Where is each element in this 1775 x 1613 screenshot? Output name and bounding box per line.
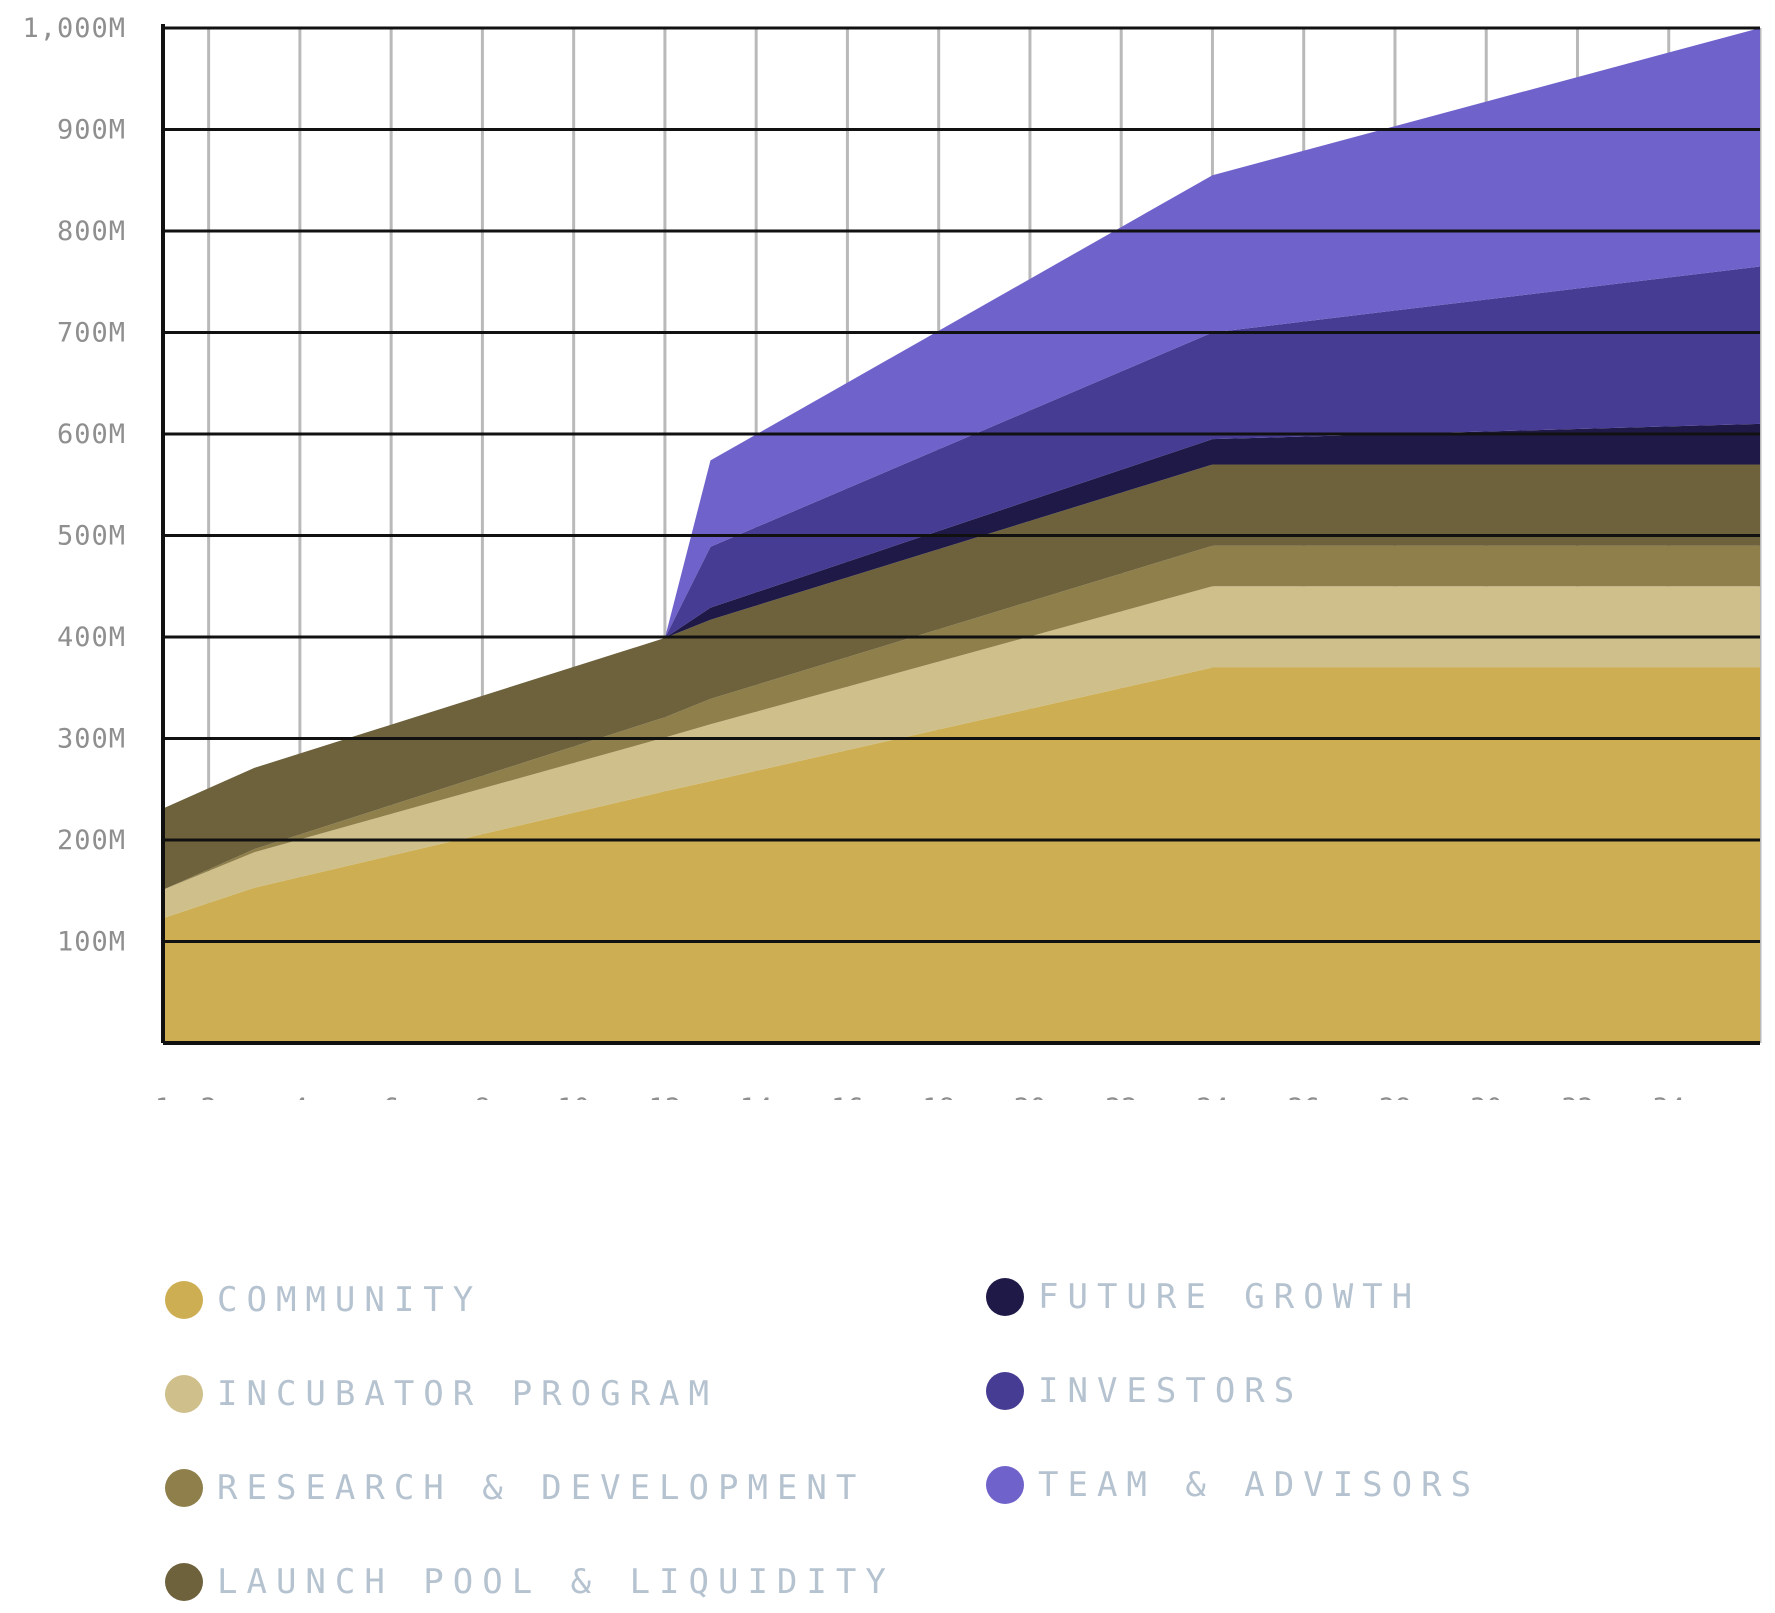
legend-item-future-growth: FUTURE GROWTH bbox=[986, 1277, 1421, 1317]
x-tick-label: 1 bbox=[155, 1093, 171, 1100]
area-incubator-program bbox=[163, 586, 1760, 919]
y-tick-label: 200M bbox=[57, 825, 126, 856]
area-launch-pool-liquidity bbox=[163, 464, 1760, 890]
legend-swatch bbox=[986, 1372, 1024, 1410]
y-tick-label: 500M bbox=[57, 521, 126, 552]
x-tick-label: 32 bbox=[1561, 1093, 1594, 1100]
legend-swatch bbox=[986, 1278, 1024, 1316]
area-investors bbox=[163, 266, 1760, 809]
y-tick-label: 900M bbox=[57, 115, 126, 146]
axes bbox=[161, 24, 1760, 1045]
y-tick-label: 800M bbox=[57, 216, 126, 247]
area-future-growth bbox=[163, 423, 1760, 809]
legend-item-community: COMMUNITY bbox=[165, 1280, 482, 1320]
stacked-area-chart: 1,000M 900M 800M 700M 600M 500M 400M 300M 200M 10… bbox=[22, 13, 1762, 1100]
x-tick-label: 20 bbox=[1014, 1093, 1047, 1100]
x-tick-label: 34 bbox=[1652, 1093, 1685, 1100]
legend-swatch bbox=[165, 1375, 203, 1413]
y-tick-label: 700M bbox=[57, 318, 126, 349]
x-tick-label: 6 bbox=[383, 1093, 399, 1100]
x-tick-label: 28 bbox=[1379, 1093, 1412, 1100]
legend-label: INVESTORS bbox=[1038, 1371, 1304, 1411]
legend-label: RESEARCH & DEVELOPMENT bbox=[217, 1468, 866, 1508]
legend-swatch bbox=[165, 1281, 203, 1319]
x-tick-label: 10 bbox=[557, 1093, 590, 1100]
x-tick-label: 2 bbox=[200, 1093, 216, 1100]
area-research-development bbox=[163, 545, 1760, 890]
x-axis-ticks: 1246810121416182022242628303234 bbox=[155, 1093, 1685, 1100]
legend-swatch bbox=[986, 1466, 1024, 1504]
x-tick-label: 30 bbox=[1470, 1093, 1503, 1100]
y-tick-label: 600M bbox=[57, 419, 126, 450]
y-tick-label: 1,000M bbox=[22, 13, 126, 44]
x-tick-label: 16 bbox=[831, 1093, 864, 1100]
legend-item-team-advisors: TEAM & ADVISORS bbox=[986, 1465, 1480, 1505]
x-tick-label: 14 bbox=[740, 1093, 773, 1100]
legend-label: TEAM & ADVISORS bbox=[1038, 1465, 1481, 1505]
legend-label: FUTURE GROWTH bbox=[1038, 1277, 1422, 1317]
legend-label: LAUNCH POOL & LIQUIDITY bbox=[217, 1562, 895, 1602]
legend-item-research-development: RESEARCH & DEVELOPMENT bbox=[165, 1468, 865, 1508]
legend-item-incubator-program: INCUBATOR PROGRAM bbox=[165, 1374, 718, 1414]
x-tick-label: 26 bbox=[1287, 1093, 1320, 1100]
legend-swatch bbox=[165, 1469, 203, 1507]
x-tick-label: 18 bbox=[922, 1093, 955, 1100]
legend-swatch bbox=[165, 1563, 203, 1601]
y-tick-label: 100M bbox=[57, 927, 126, 958]
legend-item-launch-pool-liquidity: LAUNCH POOL & LIQUIDITY bbox=[165, 1562, 895, 1602]
x-tick-label: 22 bbox=[1105, 1093, 1138, 1100]
legend-label: COMMUNITY bbox=[217, 1280, 483, 1320]
y-tick-label: 300M bbox=[57, 724, 126, 755]
area-team-advisors bbox=[163, 28, 1760, 809]
x-tick-label: 4 bbox=[292, 1093, 308, 1100]
area-series bbox=[163, 28, 1760, 1043]
y-tick-label: 400M bbox=[57, 622, 126, 653]
x-tick-label: 24 bbox=[1196, 1093, 1229, 1100]
legend-item-investors: INVESTORS bbox=[986, 1371, 1303, 1411]
legend-label: INCUBATOR PROGRAM bbox=[217, 1374, 718, 1414]
x-tick-label: 8 bbox=[474, 1093, 490, 1100]
area-community bbox=[163, 667, 1760, 1043]
y-axis-ticks: 1,000M 900M 800M 700M 600M 500M 400M 300M 200M 10… bbox=[22, 13, 126, 958]
x-tick-label: 12 bbox=[649, 1093, 682, 1100]
horizontal-grid bbox=[163, 26, 1760, 943]
